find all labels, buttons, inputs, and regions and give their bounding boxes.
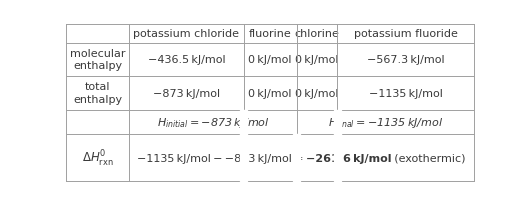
Text: total
enthalpy: total enthalpy xyxy=(73,82,122,104)
Text: 0 kJ/mol: 0 kJ/mol xyxy=(248,88,292,98)
Text: fluorine: fluorine xyxy=(249,29,291,39)
Text: −873 kJ/mol: −873 kJ/mol xyxy=(153,88,220,98)
Text: 0 kJ/mol: 0 kJ/mol xyxy=(248,55,292,65)
Text: −1135 kJ/mol − −873 kJ/mol =: −1135 kJ/mol − −873 kJ/mol = xyxy=(138,153,306,163)
Text: $H_\mathregular{initial}$ = −873 kJ/mol: $H_\mathregular{initial}$ = −873 kJ/mol xyxy=(157,115,269,129)
Text: potassium fluoride: potassium fluoride xyxy=(354,29,458,39)
Polygon shape xyxy=(240,134,247,182)
Text: −567.3 kJ/mol: −567.3 kJ/mol xyxy=(367,55,445,65)
Polygon shape xyxy=(294,134,300,182)
Text: 0 kJ/mol: 0 kJ/mol xyxy=(295,55,339,65)
Text: −261.6 kJ/mol: −261.6 kJ/mol xyxy=(306,153,392,163)
Text: (exothermic): (exothermic) xyxy=(392,153,465,163)
Polygon shape xyxy=(334,110,341,134)
Text: potassium chloride: potassium chloride xyxy=(133,29,239,39)
Text: chlorine: chlorine xyxy=(295,29,339,39)
Text: molecular
enthalpy: molecular enthalpy xyxy=(70,49,125,71)
Polygon shape xyxy=(334,134,341,182)
Text: −1135 kJ/mol: −1135 kJ/mol xyxy=(369,88,443,98)
Text: $H_\mathregular{final}$ = −1135 kJ/mol: $H_\mathregular{final}$ = −1135 kJ/mol xyxy=(328,115,443,129)
Text: 0 kJ/mol: 0 kJ/mol xyxy=(295,88,339,98)
Text: $\Delta H^0_\mathrm{rxn}$: $\Delta H^0_\mathrm{rxn}$ xyxy=(82,148,113,168)
Text: −436.5 kJ/mol: −436.5 kJ/mol xyxy=(148,55,225,65)
Polygon shape xyxy=(240,110,247,134)
